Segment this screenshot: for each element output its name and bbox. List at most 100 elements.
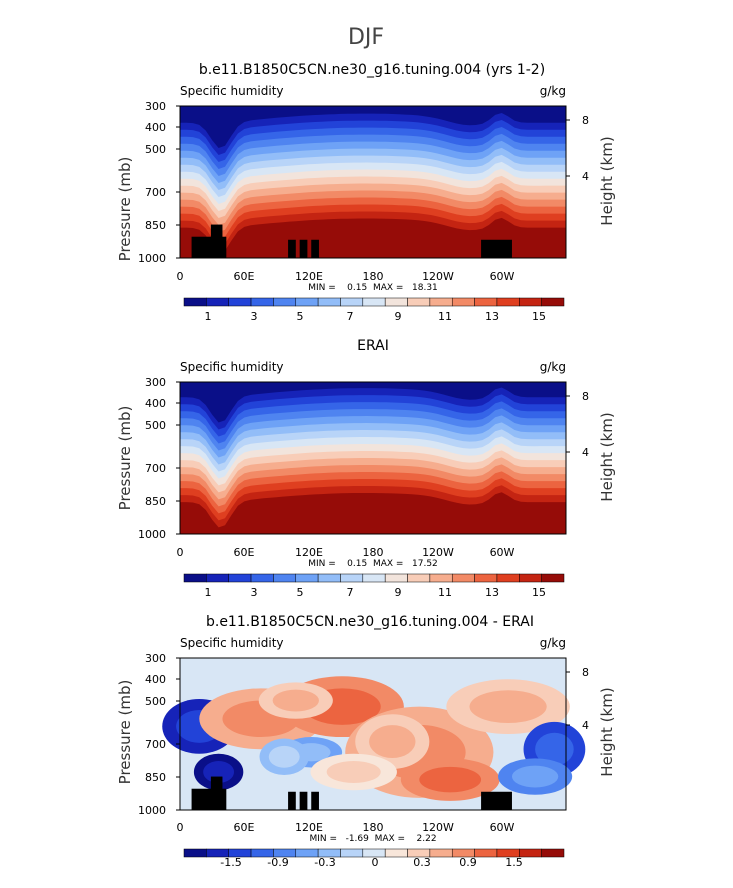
x-axis: 0 60E 120E 180 120W 60W xyxy=(177,270,515,283)
colorbar-swatch xyxy=(183,848,207,858)
x-tick-label: 120W xyxy=(422,546,454,559)
x-tick-label: 60E xyxy=(234,821,255,834)
colorbar-swatch xyxy=(407,573,431,583)
x-tick-label: 120E xyxy=(295,546,323,559)
min-max-stats: MIN = 0.15 MAX = 18.31 xyxy=(308,283,438,293)
colorbar-label: 7 xyxy=(347,310,354,323)
y-tick-label: 850 xyxy=(145,771,166,784)
colorbar-swatch xyxy=(384,848,408,858)
colorbar-label: 11 xyxy=(438,586,452,599)
colorbar-label: 1.5 xyxy=(505,856,523,869)
colorbar-swatch xyxy=(295,297,319,307)
y2-tick-label: 4 xyxy=(582,446,589,459)
contour-band xyxy=(511,765,559,788)
topography-mask xyxy=(481,239,512,258)
colorbar xyxy=(183,297,565,307)
colorbar-label: 11 xyxy=(438,310,452,323)
colorbar-swatch xyxy=(228,573,252,583)
y-tick-label: 400 xyxy=(145,121,166,134)
colorbar-swatch xyxy=(228,297,252,307)
variable-label: Specific humidity xyxy=(180,360,284,374)
colorbar-swatch xyxy=(317,573,341,583)
colorbar-swatch xyxy=(541,297,565,307)
x-tick-label: 180 xyxy=(363,270,384,283)
x-axis: 0 60E 120E 180 120W 60W xyxy=(177,546,515,559)
colorbar-swatch xyxy=(362,297,386,307)
x-tick-label: 180 xyxy=(363,546,384,559)
y-axis-left: 300 400 500 700 850 1000 Pressure (mb) xyxy=(116,100,180,265)
colorbar-swatch xyxy=(541,573,565,583)
colorbar-swatch xyxy=(496,297,520,307)
colorbar-swatch xyxy=(407,297,431,307)
colorbar-labels: -1.5 -0.9 -0.3 0 0.3 0.9 1.5 xyxy=(220,856,522,869)
colorbar-label: 15 xyxy=(532,310,546,323)
colorbar-swatch xyxy=(340,297,364,307)
colorbar-labels: 1 3 5 7 9 11 13 15 xyxy=(205,310,547,323)
colorbar-swatch xyxy=(317,297,341,307)
contour-band xyxy=(469,690,547,724)
y-axis-right: 8 4 Height (km) xyxy=(566,666,616,777)
contour-band xyxy=(326,761,381,783)
y-tick-label: 400 xyxy=(145,397,166,410)
x-tick-label: 60E xyxy=(234,546,255,559)
contour-band xyxy=(419,766,482,793)
colorbar-swatch xyxy=(519,573,542,583)
colorbar-swatch xyxy=(429,573,453,583)
figure-title: DJF xyxy=(348,25,384,50)
colorbar-swatch xyxy=(250,573,274,583)
variable-label: Specific humidity xyxy=(180,636,284,650)
y-tick-label: 700 xyxy=(145,186,166,199)
colorbar-swatch xyxy=(183,573,207,583)
y-tick-label: 500 xyxy=(145,419,166,432)
colorbar-swatch xyxy=(474,848,498,858)
panel-difference: b.e11.B1850C5CN.ne30_g16.tuning.004 - ER… xyxy=(116,614,616,869)
colorbar-swatch xyxy=(250,297,274,307)
colorbar xyxy=(183,848,565,858)
contour-band xyxy=(180,492,566,534)
panel-title: b.e11.B1850C5CN.ne30_g16.tuning.004 - ER… xyxy=(206,614,534,630)
colorbar-label: 0 xyxy=(372,856,379,869)
colorbar-swatch xyxy=(295,573,319,583)
y-tick-label: 1000 xyxy=(138,252,166,265)
colorbar-swatch xyxy=(273,573,297,583)
colorbar-label: 5 xyxy=(297,310,304,323)
colorbar-label: 3 xyxy=(251,586,258,599)
contour-band xyxy=(272,689,319,712)
colorbar-label: 3 xyxy=(251,310,258,323)
units-label: g/kg xyxy=(540,360,566,374)
panel-title: b.e11.B1850C5CN.ne30_g16.tuning.004 (yrs… xyxy=(199,62,545,78)
variable-label: Specific humidity xyxy=(180,84,284,98)
colorbar-swatch xyxy=(541,848,565,858)
colorbar-label: 13 xyxy=(485,586,499,599)
y-tick-label: 1000 xyxy=(138,528,166,541)
colorbar-swatch xyxy=(384,573,408,583)
topography-mask xyxy=(311,239,319,258)
colorbar-swatch xyxy=(340,573,364,583)
topography-mask xyxy=(288,791,296,810)
y2-tick-label: 4 xyxy=(582,170,589,183)
plot-frame xyxy=(179,657,567,811)
colorbar-label: 15 xyxy=(532,586,546,599)
min-max-stats: MIN = -1.69 MAX = 2.22 xyxy=(309,834,436,844)
y2-tick-label: 8 xyxy=(582,390,589,403)
y-axis-label: Pressure (mb) xyxy=(116,680,134,785)
colorbar-swatch xyxy=(474,573,498,583)
colorbar-swatch xyxy=(183,297,207,307)
y-axis-label: Pressure (mb) xyxy=(116,406,134,511)
contour-band xyxy=(535,732,574,766)
y2-axis-label: Height (km) xyxy=(598,412,616,501)
colorbar-label: 9 xyxy=(395,310,402,323)
colorbar-label: 1 xyxy=(205,310,212,323)
y2-axis-label: Height (km) xyxy=(598,687,616,776)
panel-model: b.e11.B1850C5CN.ne30_g16.tuning.004 (yrs… xyxy=(116,62,616,323)
x-tick-label: 60W xyxy=(490,270,515,283)
colorbar-swatch xyxy=(451,573,475,583)
colorbar-swatch xyxy=(362,573,386,583)
y-axis-right: 8 4 Height (km) xyxy=(566,114,616,226)
colorbar-label: 0.3 xyxy=(413,856,431,869)
x-tick-label: 60E xyxy=(234,270,255,283)
y-tick-label: 850 xyxy=(145,495,166,508)
colorbar-swatch xyxy=(496,573,520,583)
x-tick-label: 0 xyxy=(177,546,184,559)
